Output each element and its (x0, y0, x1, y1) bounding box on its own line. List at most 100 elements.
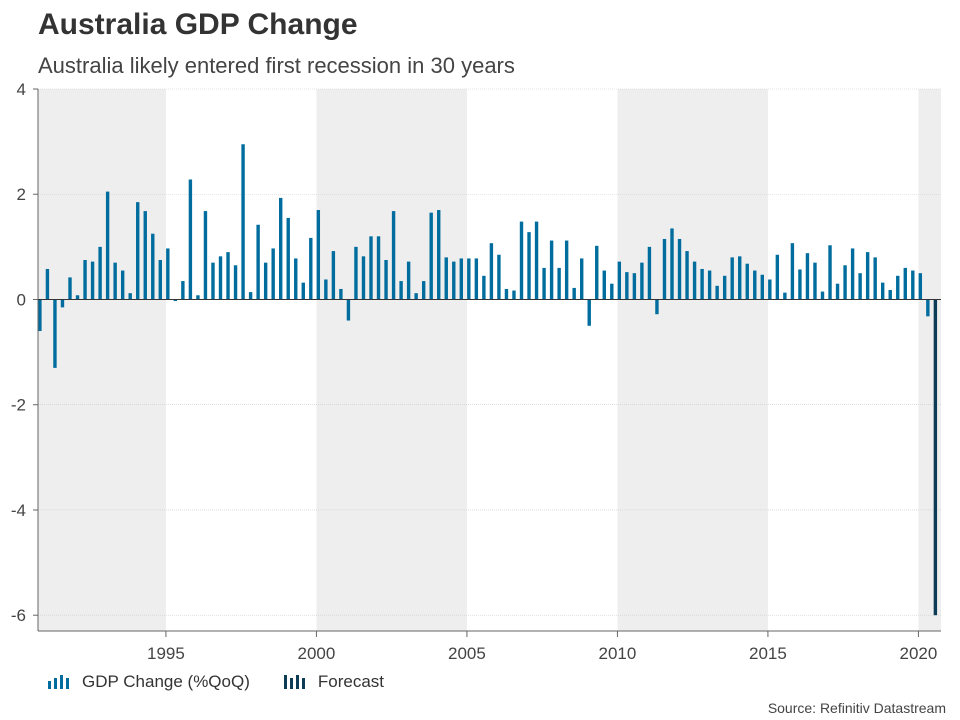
gdp-bar (918, 273, 923, 300)
gdp-bar (128, 293, 132, 300)
gdp-bar (745, 263, 749, 300)
gdp-bar (113, 262, 117, 300)
gdp-bar (760, 274, 764, 300)
gdp-bar (233, 265, 238, 300)
gdp-bar (136, 202, 140, 300)
legend-forecast-label: Forecast (317, 672, 385, 691)
gdp-bar (173, 299, 178, 302)
gdp-bar (685, 251, 689, 300)
legend-item-forecast: Forecast (283, 672, 385, 692)
gdp-bar (602, 270, 606, 300)
gdp-bar (647, 246, 652, 300)
gdp-bar (309, 237, 313, 300)
gdp-bar (625, 272, 629, 300)
gdp-bar (53, 299, 57, 368)
gdp-bar (286, 217, 290, 300)
gdp-bar (557, 267, 561, 300)
x-tick-label: 2000 (298, 644, 336, 663)
gdp-bar (850, 248, 855, 300)
gdp-bar (376, 236, 381, 300)
gdp-bar (730, 257, 734, 300)
source-note: Source: Refinitiv Datastream (767, 700, 946, 716)
gdp-bar (662, 238, 667, 300)
gdp-bar (828, 245, 832, 300)
gdp-bar (655, 299, 659, 315)
gdp-bar (617, 261, 622, 300)
gdp-bar (700, 268, 704, 300)
gdp-bar (858, 273, 862, 300)
y-tick-label: -6 (11, 606, 26, 625)
shaded-band (918, 89, 941, 631)
legend: GDP Change (%QoQ) Forecast (48, 672, 418, 692)
gdp-bar (692, 261, 697, 300)
gdp-bar (263, 262, 268, 300)
y-tick-label: 2 (17, 185, 26, 204)
gdp-bar (610, 283, 614, 300)
gdp-bar (587, 299, 591, 326)
gdp-bar (843, 265, 847, 300)
gdp-bar (670, 228, 674, 300)
gdp-bar (873, 257, 877, 300)
x-tick-label: 2005 (448, 644, 486, 663)
y-tick-label: -2 (11, 396, 26, 415)
bars-group (38, 144, 938, 616)
gdp-bar (421, 281, 426, 300)
gdp-bar (226, 252, 230, 300)
gdp-bar (459, 258, 463, 300)
gdp-bar (45, 268, 50, 300)
gdp-bar (346, 299, 351, 321)
gdp-bar (580, 258, 584, 300)
gdp-bar (467, 258, 471, 300)
gdp-bar (406, 261, 411, 300)
gdp-bar (166, 248, 170, 300)
gdp-bar (707, 270, 712, 300)
gdp-swatch-icon (48, 675, 72, 689)
gdp-bar (564, 240, 569, 300)
x-tick-label: 2015 (749, 644, 787, 663)
gdp-bar (369, 236, 373, 300)
gdp-bar (444, 257, 448, 300)
gdp-bar (279, 197, 283, 300)
gdp-bar (143, 211, 147, 300)
shaded-year-bands (38, 89, 941, 631)
gdp-bar (256, 224, 260, 300)
x-tick-label: 1995 (147, 644, 185, 663)
forecast-swatch-icon (283, 675, 308, 689)
gdp-bar (158, 260, 162, 300)
gdp-bar (504, 288, 509, 300)
gdp-bar (572, 287, 576, 300)
gdp-bar (715, 285, 719, 300)
gdp-bar (835, 283, 840, 300)
gdp-bar (534, 221, 539, 300)
gdp-bar (241, 144, 245, 300)
gdp-bar (888, 290, 892, 300)
gdp-bar (188, 179, 193, 300)
gdp-bar (813, 262, 817, 300)
gdp-bar (805, 253, 810, 300)
gdp-bar (820, 291, 825, 300)
gridlines (38, 88, 941, 616)
gdp-bar (903, 267, 907, 300)
legend-item-gdp: GDP Change (%QoQ) (48, 672, 250, 692)
gdp-bar (271, 248, 275, 300)
axes: 4 2 0 -2 -4 -6 1995 2000 2005 2010 2015 2020 (11, 80, 941, 663)
gdp-bar (331, 251, 336, 300)
y-tick-label: -4 (11, 501, 26, 520)
gdp-bar (722, 275, 727, 300)
gdp-bar (790, 243, 795, 300)
gdp-bar (549, 240, 554, 300)
x-tick-label: 2020 (900, 644, 938, 663)
gdp-bar (196, 295, 200, 300)
gdp-bar (38, 299, 42, 332)
gdp-bar (911, 270, 915, 300)
shaded-band (617, 89, 768, 631)
gdp-bar (753, 270, 757, 300)
gdp-bar (768, 279, 772, 300)
gdp-bar (595, 245, 599, 300)
gdp-bar (90, 261, 95, 300)
gdp-bar (474, 258, 479, 300)
gdp-bar (203, 211, 208, 300)
gdp-bar (105, 191, 110, 300)
gdp-bar (151, 233, 155, 300)
